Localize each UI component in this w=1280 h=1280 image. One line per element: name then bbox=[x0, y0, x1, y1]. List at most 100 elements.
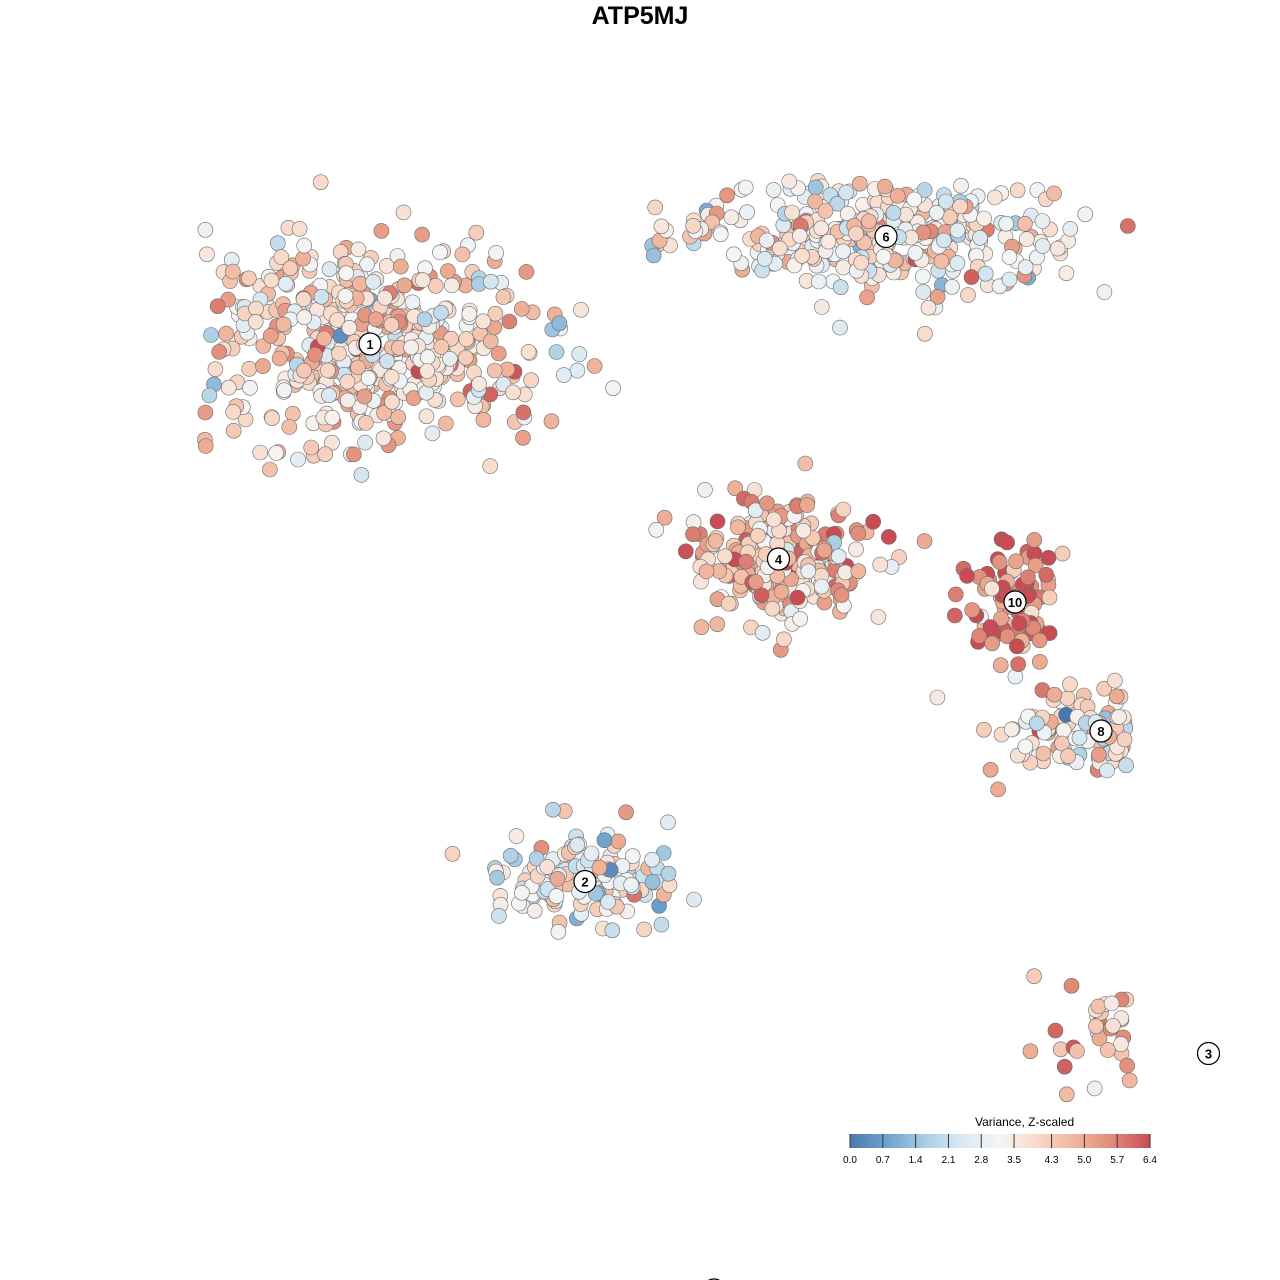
data-point bbox=[982, 761, 999, 778]
data-point bbox=[906, 191, 923, 208]
data-point bbox=[1091, 746, 1107, 763]
data-point bbox=[586, 358, 603, 374]
data-point bbox=[276, 382, 293, 399]
data-point bbox=[1071, 729, 1088, 746]
data-point bbox=[725, 246, 742, 263]
data-point bbox=[993, 610, 1009, 627]
data-point bbox=[1017, 738, 1034, 755]
data-point bbox=[1062, 221, 1079, 237]
data-point bbox=[737, 179, 754, 196]
data-point bbox=[488, 245, 505, 261]
data-point bbox=[600, 894, 616, 910]
data-point bbox=[860, 213, 877, 230]
cluster-label-text: 6 bbox=[882, 230, 889, 245]
data-point bbox=[264, 410, 280, 427]
chart-title: ATP5MJ bbox=[591, 2, 689, 30]
data-point bbox=[1047, 1022, 1064, 1039]
data-point bbox=[350, 359, 366, 376]
data-point bbox=[528, 850, 545, 867]
data-point bbox=[1090, 998, 1107, 1015]
data-point bbox=[807, 193, 823, 210]
data-point bbox=[719, 187, 735, 204]
data-point bbox=[396, 277, 413, 294]
data-point bbox=[686, 891, 702, 908]
data-point bbox=[338, 265, 355, 282]
data-point bbox=[551, 315, 568, 332]
data-point bbox=[698, 563, 715, 580]
data-point bbox=[998, 215, 1015, 232]
legend-tick-label: 4.3 bbox=[1045, 1155, 1059, 1166]
data-point bbox=[653, 916, 670, 933]
data-point bbox=[502, 847, 519, 864]
data-point bbox=[976, 210, 992, 227]
data-point bbox=[610, 833, 627, 850]
data-point bbox=[851, 175, 868, 192]
data-point bbox=[816, 542, 833, 559]
data-point bbox=[1121, 1072, 1138, 1089]
data-point bbox=[501, 313, 518, 330]
data-point bbox=[356, 388, 373, 405]
data-point bbox=[880, 529, 897, 545]
data-point bbox=[358, 415, 374, 431]
data-point bbox=[242, 379, 258, 396]
data-point bbox=[255, 358, 271, 374]
data-point bbox=[1059, 690, 1076, 707]
data-point bbox=[914, 268, 931, 285]
data-point bbox=[817, 203, 834, 219]
data-point bbox=[1001, 249, 1018, 265]
cluster-label-badge bbox=[766, 547, 791, 571]
cluster-label-badge bbox=[1196, 1041, 1221, 1066]
data-point bbox=[518, 264, 535, 280]
data-point bbox=[959, 568, 975, 584]
data-point bbox=[303, 439, 320, 456]
data-point bbox=[241, 270, 257, 287]
data-point bbox=[545, 801, 561, 818]
data-point bbox=[197, 438, 214, 454]
data-point bbox=[241, 360, 257, 377]
data-point bbox=[1088, 1018, 1104, 1035]
data-point bbox=[624, 848, 641, 865]
data-point bbox=[791, 228, 808, 244]
data-point bbox=[471, 376, 487, 392]
data-point bbox=[800, 563, 817, 580]
data-point bbox=[571, 346, 588, 362]
data-point bbox=[917, 325, 933, 342]
data-point bbox=[747, 502, 764, 519]
data-point bbox=[1010, 656, 1027, 673]
data-point bbox=[604, 922, 621, 939]
data-point bbox=[977, 265, 994, 282]
data-point bbox=[859, 289, 875, 306]
cluster-label-badge bbox=[1003, 590, 1027, 614]
data-point bbox=[976, 721, 992, 738]
data-point bbox=[1009, 182, 1026, 199]
legend-colorbar: 0.0 0.7 1.4 2.1 2.8 3.5 4.3 5.0 5.7 6.4 bbox=[843, 1134, 1157, 1166]
data-point bbox=[543, 413, 560, 430]
data-point bbox=[555, 367, 572, 383]
data-point bbox=[982, 619, 999, 635]
data-point bbox=[1103, 995, 1120, 1012]
data-point bbox=[414, 226, 430, 243]
data-point bbox=[953, 177, 969, 194]
data-point bbox=[618, 804, 634, 821]
data-point bbox=[753, 587, 770, 604]
data-point bbox=[947, 586, 964, 603]
data-point bbox=[262, 328, 279, 344]
data-point bbox=[482, 458, 499, 474]
data-point bbox=[986, 189, 1003, 206]
data-point bbox=[221, 379, 237, 396]
data-point bbox=[313, 288, 330, 305]
data-point bbox=[461, 306, 478, 322]
data-point bbox=[1029, 715, 1045, 732]
cluster-label-badge bbox=[874, 224, 898, 249]
data-point bbox=[810, 273, 827, 290]
data-point bbox=[591, 859, 608, 876]
data-point bbox=[211, 344, 227, 360]
data-point bbox=[1119, 1057, 1135, 1074]
data-point bbox=[377, 290, 393, 306]
data-point bbox=[225, 422, 242, 439]
data-point bbox=[738, 553, 754, 570]
legend-tick-label: 5.0 bbox=[1077, 1155, 1091, 1166]
data-point bbox=[771, 240, 788, 257]
data-point bbox=[390, 409, 407, 426]
data-point bbox=[964, 602, 981, 618]
